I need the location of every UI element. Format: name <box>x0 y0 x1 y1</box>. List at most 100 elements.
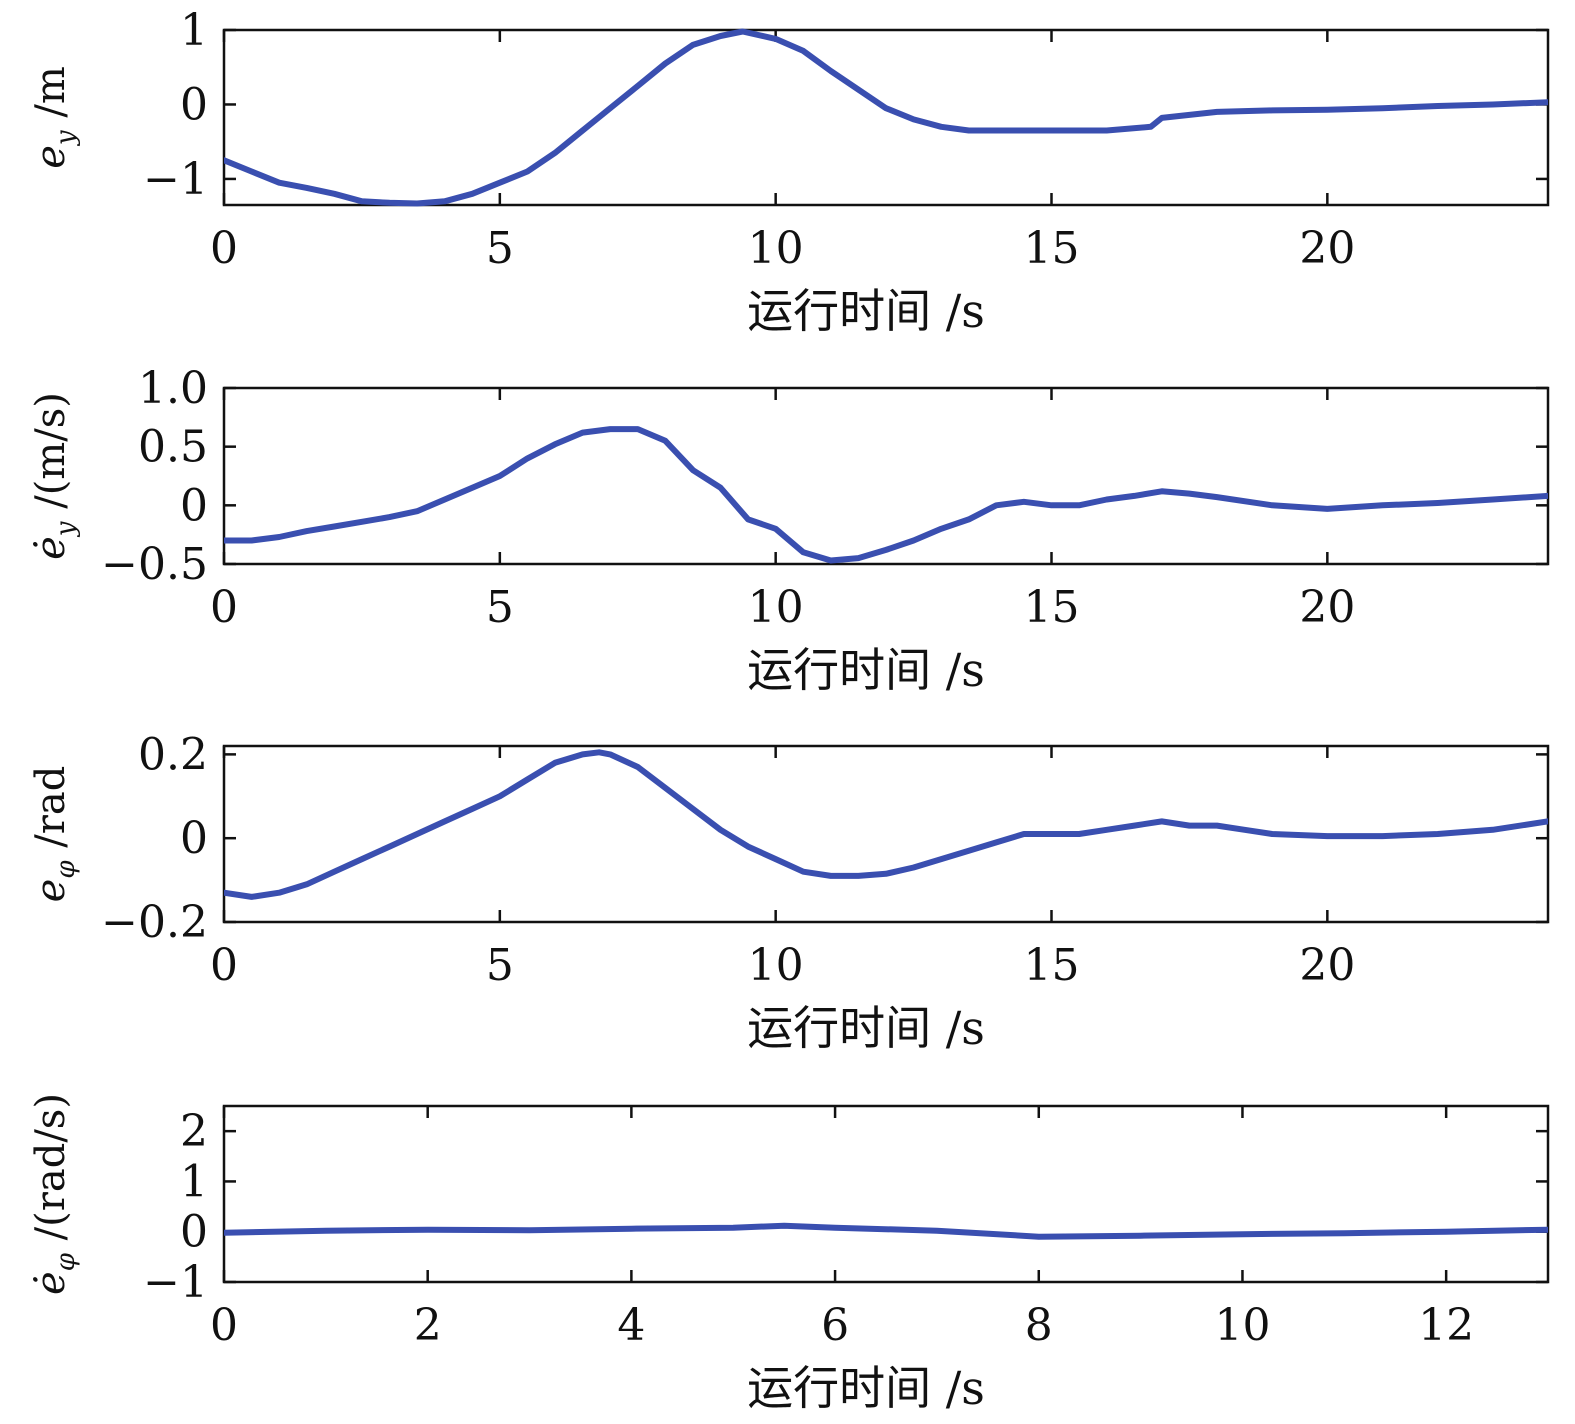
data-point <box>1269 107 1275 113</box>
data-point <box>1048 831 1055 837</box>
data-point <box>1076 831 1082 837</box>
data-point <box>1186 491 1192 497</box>
data-point <box>442 496 448 503</box>
data-point <box>993 127 999 134</box>
data-point <box>414 200 420 207</box>
data-point <box>1048 127 1055 134</box>
data-point <box>662 438 668 444</box>
data-point <box>1148 124 1154 130</box>
data-point <box>1214 109 1220 115</box>
data-point <box>1269 831 1275 837</box>
data-point <box>1239 1231 1246 1237</box>
y-tick-label: −0.5 <box>101 539 208 590</box>
x-tick-label: 15 <box>1024 223 1080 274</box>
data-point <box>1490 496 1496 503</box>
data-point <box>1324 107 1330 113</box>
plot-frame <box>222 744 1550 924</box>
y-tick-label: 0 <box>180 813 208 864</box>
data-point <box>497 180 503 186</box>
data-point <box>781 1223 787 1229</box>
data-point <box>635 83 641 89</box>
data-point <box>662 785 668 791</box>
data-point <box>1379 502 1386 508</box>
y-axis-label: ėy /(m/s) <box>28 392 81 560</box>
x-tick-label: 12 <box>1418 1300 1474 1351</box>
data-point <box>276 180 282 186</box>
data-point <box>323 1228 329 1234</box>
data-point <box>993 502 999 508</box>
data-point <box>855 873 862 879</box>
data-point <box>800 48 806 54</box>
series-line-1 <box>224 426 1548 564</box>
data-point <box>1159 115 1165 121</box>
data-point <box>414 831 420 837</box>
data-point <box>1048 502 1055 508</box>
data-point <box>386 844 393 850</box>
plot-frame <box>222 386 1550 566</box>
y-axis-label: ey /m <box>28 66 81 169</box>
y-tick-label: 1 <box>180 5 208 56</box>
data-point <box>1545 1227 1548 1233</box>
data-point <box>883 105 889 111</box>
data-point <box>331 523 337 530</box>
data-point <box>1138 1233 1144 1239</box>
data-point <box>607 426 613 432</box>
data-point <box>224 537 227 544</box>
data-point <box>883 547 889 553</box>
data-point <box>1545 818 1548 824</box>
x-tick-label: 10 <box>748 582 804 633</box>
data-point <box>745 516 751 523</box>
data-point <box>662 60 668 67</box>
plot-frame <box>222 1104 1550 1284</box>
data-point <box>911 116 917 122</box>
data-point <box>304 881 310 887</box>
y-axis-label: eφ /rad <box>28 766 81 903</box>
data-point <box>524 455 531 461</box>
data-point <box>552 441 558 447</box>
data-point <box>1490 101 1496 108</box>
x-tick-label: 10 <box>1214 1300 1270 1351</box>
data-point <box>717 827 724 833</box>
data-point <box>580 127 586 134</box>
data-point <box>1443 1229 1449 1235</box>
data-point <box>730 1225 736 1231</box>
y-tick-label: −0.2 <box>101 897 208 948</box>
x-tick-label: 5 <box>486 223 514 274</box>
data-point <box>1159 818 1165 825</box>
data-point <box>690 806 696 812</box>
data-point <box>690 467 696 473</box>
data-point <box>883 871 889 877</box>
data-point <box>1131 493 1137 499</box>
data-point <box>580 751 586 758</box>
data-point <box>800 549 806 555</box>
data-point <box>717 485 724 491</box>
x-tick-label: 0 <box>210 1300 238 1351</box>
data-point <box>359 856 365 862</box>
data-point <box>628 1226 635 1232</box>
data-point <box>1490 827 1496 833</box>
data-point <box>745 844 751 850</box>
data-point <box>911 537 917 544</box>
data-point <box>966 516 972 523</box>
data-point <box>276 890 282 896</box>
data-point <box>425 1227 431 1233</box>
data-point <box>1269 502 1275 508</box>
x-tick-label: 5 <box>486 940 514 991</box>
data-point <box>249 168 255 175</box>
x-tick-label: 5 <box>486 582 514 633</box>
data-point <box>635 764 641 770</box>
data-point <box>442 818 448 825</box>
data-point <box>331 869 337 875</box>
y-tick-label: 2 <box>180 1106 208 1157</box>
data-point <box>828 873 834 879</box>
data-point <box>526 1227 533 1233</box>
data-point <box>497 473 503 479</box>
plot-frame <box>222 28 1550 207</box>
data-point <box>469 485 475 491</box>
data-point <box>414 508 420 514</box>
data-point <box>635 426 641 432</box>
x-axis-label: 运行时间 /s <box>747 1361 985 1415</box>
data-point <box>1104 827 1110 833</box>
